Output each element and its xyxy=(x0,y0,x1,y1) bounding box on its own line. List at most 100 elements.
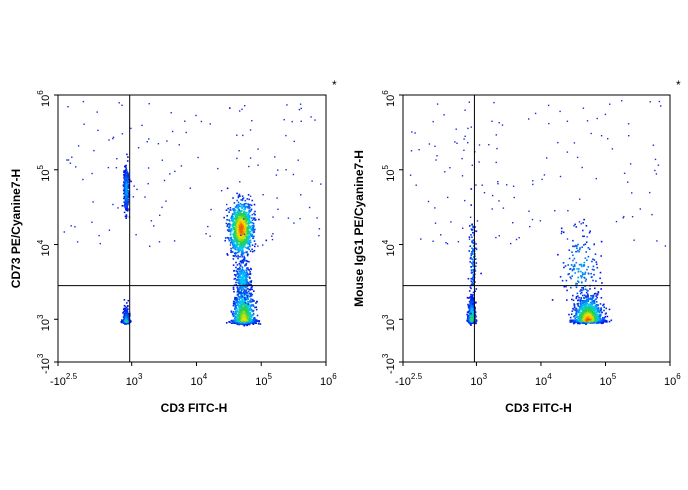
event-dot xyxy=(246,251,248,253)
event-dot xyxy=(228,321,230,323)
event-dot xyxy=(233,252,236,255)
event-dot xyxy=(246,319,248,322)
event-dot xyxy=(245,317,247,319)
event-dot xyxy=(230,249,232,252)
event-dot xyxy=(242,320,244,323)
event-dot xyxy=(240,301,242,304)
event-dot xyxy=(244,217,247,220)
event-dot xyxy=(250,217,253,219)
event-dot xyxy=(243,270,246,273)
event-dot xyxy=(244,310,246,313)
event-dot xyxy=(232,236,235,238)
event-dot xyxy=(235,261,237,264)
event-dot xyxy=(233,217,235,219)
event-dot xyxy=(226,253,228,255)
event-dot xyxy=(126,204,128,207)
event-dot xyxy=(250,234,253,237)
event-dot xyxy=(242,285,244,288)
event-dot xyxy=(251,244,254,246)
event-dot xyxy=(225,322,228,324)
event-dot xyxy=(233,231,236,233)
event-dot xyxy=(243,223,245,225)
event-dot xyxy=(246,292,248,295)
event-dot xyxy=(240,293,243,296)
event-dot xyxy=(247,203,249,205)
event-dot xyxy=(235,266,237,269)
x-tick-label: 103 xyxy=(126,372,143,388)
event-dot xyxy=(249,277,251,279)
event-dot xyxy=(244,290,247,292)
event-dot xyxy=(250,267,252,270)
event-dot xyxy=(236,236,239,239)
event-dot xyxy=(124,203,127,205)
event-dot xyxy=(255,302,257,304)
event-dot xyxy=(234,247,237,249)
event-dot xyxy=(227,207,229,210)
event-dot xyxy=(243,289,246,292)
event-dot xyxy=(234,243,236,246)
event-dot xyxy=(243,324,246,326)
event-dot xyxy=(239,314,241,317)
event-dot xyxy=(123,175,126,178)
event-dot xyxy=(126,309,129,311)
event-dot xyxy=(232,286,235,289)
event-dot xyxy=(251,288,253,291)
event-dot xyxy=(241,322,244,324)
event-dot xyxy=(246,271,248,273)
event-dot xyxy=(253,249,256,252)
event-dot xyxy=(245,251,247,253)
event-dot xyxy=(249,233,251,235)
event-dot xyxy=(238,232,240,235)
event-dot xyxy=(125,184,128,186)
event-dot xyxy=(241,295,244,298)
event-dot xyxy=(124,165,126,168)
event-dot xyxy=(245,206,247,208)
event-dot xyxy=(82,178,84,181)
event-dot xyxy=(126,173,129,176)
event-dot xyxy=(235,311,238,313)
event-dot xyxy=(248,273,250,275)
event-dot xyxy=(249,129,252,131)
event-dot xyxy=(251,250,254,253)
event-dot xyxy=(178,144,180,146)
event-dot xyxy=(232,226,234,229)
event-dot xyxy=(245,286,247,289)
event-dot xyxy=(243,241,245,243)
event-dot xyxy=(246,215,248,217)
event-dot xyxy=(240,291,242,293)
event-dot xyxy=(125,188,127,191)
population-4 xyxy=(225,260,262,327)
event-dot xyxy=(243,234,245,236)
event-dot xyxy=(237,204,240,206)
event-dot xyxy=(232,220,235,222)
event-dot xyxy=(125,179,127,182)
event-dot xyxy=(253,212,255,215)
event-dot xyxy=(233,247,235,249)
event-dot xyxy=(125,169,128,171)
event-dot xyxy=(237,230,240,233)
event-dot xyxy=(229,207,232,209)
event-dot xyxy=(241,292,243,294)
event-dot xyxy=(238,268,241,270)
event-dot xyxy=(238,247,240,250)
event-dot xyxy=(125,318,127,321)
event-dot xyxy=(241,213,243,215)
event-dot xyxy=(247,323,250,325)
event-dot xyxy=(236,204,238,206)
event-dot xyxy=(210,208,212,211)
event-dot xyxy=(242,299,244,301)
event-dot xyxy=(242,231,244,234)
event-dot xyxy=(125,314,127,316)
event-dot xyxy=(234,277,237,280)
event-dot xyxy=(248,213,250,215)
event-dot xyxy=(235,279,238,281)
event-dot xyxy=(241,233,243,236)
event-dot xyxy=(287,217,290,219)
event-dot xyxy=(232,322,234,324)
event-dot xyxy=(245,264,247,266)
event-dot xyxy=(251,225,254,227)
event-dot xyxy=(108,139,110,141)
event-dot xyxy=(234,206,237,208)
event-dot xyxy=(248,248,250,251)
event-dot xyxy=(236,212,239,214)
